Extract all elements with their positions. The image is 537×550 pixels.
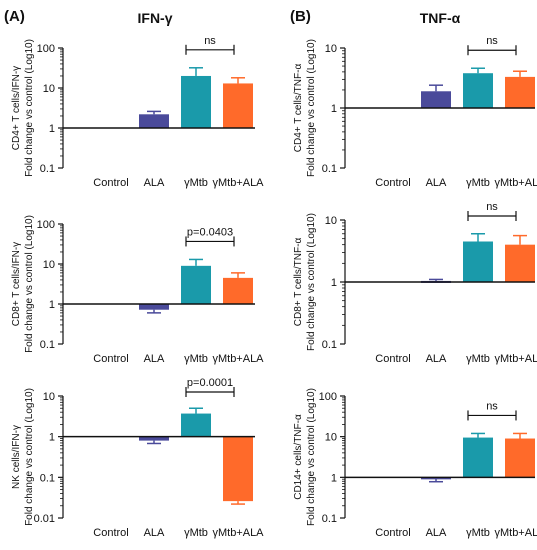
x-tick-label: γMtb	[466, 353, 490, 365]
panel-letter-b: (B)	[290, 8, 311, 25]
bar-3	[223, 436, 253, 502]
y-axis-label: Fold change vs control (Log10)	[306, 213, 317, 351]
bar-2	[181, 413, 211, 437]
y-tick-label: 0.1	[40, 339, 55, 351]
y-axis-label: Fold change vs control (Log10)	[306, 39, 317, 177]
x-tick-label: γMtb+ALA	[494, 527, 537, 539]
y-tick-label: 10	[325, 432, 337, 444]
y-axis-label: Fold change vs control (Log10)	[24, 39, 35, 177]
bar-1	[139, 114, 169, 128]
panel-letter-a: (A)	[4, 8, 25, 25]
y-tick-label: 0.1	[40, 472, 55, 484]
x-tick-label: γMtb+ALA	[494, 353, 537, 365]
y-axis-label: CD4+ T cells/IFN-γ	[11, 66, 22, 150]
bracket-label: p=0.0001	[187, 377, 233, 389]
x-tick-label: ALA	[144, 527, 165, 539]
y-tick-label: 10	[43, 259, 55, 271]
y-tick-label: 10	[43, 83, 55, 95]
bar-1	[139, 304, 169, 310]
y-axis-label: Fold change vs control (Log10)	[306, 388, 317, 526]
bracket-label: ns	[204, 35, 216, 47]
x-tick-label: ALA	[426, 353, 447, 365]
y-tick-label: 0.01	[34, 513, 55, 525]
x-tick-label: ALA	[426, 527, 447, 539]
bracket-label: ns	[486, 35, 498, 47]
y-tick-label: 1	[331, 472, 337, 484]
x-tick-label: γMtb	[184, 177, 208, 189]
panel-title-tnf: TNF-α	[419, 10, 461, 26]
y-axis-label: CD14+ cells/TNF-α	[293, 414, 304, 500]
y-tick-label: 10	[43, 391, 55, 403]
x-tick-label: Control	[375, 353, 410, 365]
y-tick-label: 1	[331, 103, 337, 115]
bar-3	[223, 83, 253, 128]
bar-3	[505, 244, 535, 282]
x-tick-label: Control	[375, 527, 410, 539]
bracket-label: ns	[486, 400, 498, 412]
bracket-label: p=0.0403	[187, 226, 233, 238]
x-tick-label: Control	[93, 527, 128, 539]
y-tick-label: 1	[49, 432, 55, 444]
y-tick-label: 0.1	[40, 163, 55, 175]
x-tick-label: ALA	[144, 353, 165, 365]
bar-2	[181, 75, 211, 128]
y-tick-label: 100	[37, 43, 55, 55]
x-tick-label: γMtb+ALA	[212, 527, 264, 539]
y-tick-label: 0.1	[322, 513, 337, 525]
x-tick-label: γMtb+ALA	[212, 353, 264, 365]
y-tick-label: 0.1	[322, 339, 337, 351]
x-tick-label: γMtb	[184, 527, 208, 539]
x-tick-label: Control	[93, 353, 128, 365]
y-tick-label: 100	[37, 219, 55, 231]
x-tick-label: Control	[93, 177, 128, 189]
y-tick-label: 1	[331, 277, 337, 289]
y-tick-label: 100	[319, 391, 337, 403]
x-tick-label: γMtb+ALA	[494, 177, 537, 189]
bar-1	[421, 91, 451, 108]
bar-2	[463, 241, 493, 282]
y-axis-label: Fold change vs control (Log10)	[24, 215, 35, 353]
bar-2	[181, 265, 211, 304]
bar-2	[463, 73, 493, 108]
x-tick-label: Control	[375, 177, 410, 189]
y-axis-label: NK cells/IFN-γ	[11, 425, 22, 489]
x-tick-label: γMtb	[466, 527, 490, 539]
y-tick-label: 10	[325, 215, 337, 227]
y-axis-label: CD8+ T cells/TNF-α	[293, 238, 304, 327]
y-axis-label: CD8+ T cells/IFN-γ	[11, 242, 22, 326]
x-tick-label: γMtb	[466, 177, 490, 189]
y-tick-label: 1	[49, 123, 55, 135]
y-tick-label: 10	[325, 43, 337, 55]
bar-2	[463, 437, 493, 478]
panel-title-ifn: IFN-γ	[137, 10, 173, 26]
bar-3	[223, 277, 253, 304]
bracket-label: ns	[486, 201, 498, 213]
y-tick-label: 0.1	[322, 163, 337, 175]
bar-3	[505, 438, 535, 478]
x-tick-label: ALA	[144, 177, 165, 189]
bar-1	[421, 477, 451, 480]
x-tick-label: γMtb	[184, 353, 208, 365]
y-axis-label: Fold change vs control (Log10)	[24, 388, 35, 526]
x-tick-label: ALA	[426, 177, 447, 189]
x-tick-label: γMtb+ALA	[212, 177, 264, 189]
bar-1	[139, 436, 169, 441]
bar-3	[505, 76, 535, 108]
y-tick-label: 1	[49, 299, 55, 311]
y-axis-label: CD4+ T cells/TNF-α	[293, 64, 304, 153]
